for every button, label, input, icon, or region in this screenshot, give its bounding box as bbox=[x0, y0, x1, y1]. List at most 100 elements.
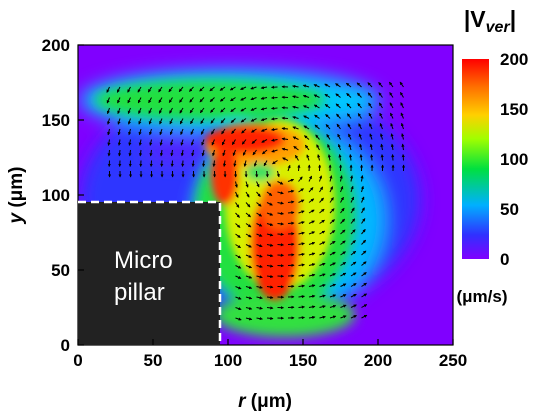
velocity-vector bbox=[235, 307, 242, 311]
velocity-vector bbox=[159, 149, 164, 157]
velocity-vector bbox=[266, 233, 274, 237]
velocity-vector bbox=[359, 154, 363, 161]
velocity-vector bbox=[212, 160, 216, 167]
velocity-vector bbox=[245, 191, 250, 198]
velocity-vector bbox=[271, 149, 278, 153]
velocity-vector bbox=[304, 144, 310, 151]
velocity-vector bbox=[329, 230, 336, 235]
velocity-vector bbox=[230, 107, 236, 113]
velocity-vector bbox=[302, 94, 310, 98]
velocity-vector bbox=[245, 265, 253, 269]
pillar-label-line1: Micro bbox=[114, 247, 173, 274]
velocity-vector bbox=[158, 97, 163, 104]
velocity-vector bbox=[314, 124, 320, 130]
velocity-vector bbox=[340, 218, 345, 224]
velocity-vector bbox=[127, 118, 131, 125]
velocity-vector bbox=[170, 149, 174, 157]
velocity-vector bbox=[361, 196, 365, 203]
velocity-vector bbox=[298, 263, 305, 267]
velocity-vector bbox=[360, 175, 364, 182]
velocity-vector bbox=[304, 135, 310, 140]
velocity-vector bbox=[390, 143, 394, 151]
velocity-vector bbox=[159, 139, 163, 146]
y-tick-label: 0 bbox=[61, 336, 70, 355]
velocity-vector bbox=[369, 133, 373, 140]
velocity-vector bbox=[179, 97, 184, 103]
velocity-vector bbox=[245, 212, 251, 218]
heatmap-area bbox=[78, 45, 453, 345]
velocity-vector bbox=[251, 139, 257, 144]
velocity-vector bbox=[107, 118, 111, 125]
velocity-vector bbox=[350, 261, 357, 266]
velocity-vector bbox=[358, 123, 362, 130]
velocity-vector bbox=[211, 139, 215, 146]
velocity-vector bbox=[158, 86, 163, 93]
velocity-vector bbox=[319, 230, 326, 235]
velocity-vector bbox=[340, 207, 345, 214]
velocity-vector bbox=[235, 223, 241, 228]
velocity-vector bbox=[308, 220, 315, 224]
velocity-vector bbox=[220, 118, 226, 124]
velocity-vector bbox=[260, 118, 268, 122]
velocity-vector bbox=[250, 97, 257, 101]
velocity-vector bbox=[380, 133, 384, 140]
velocity-vector bbox=[266, 306, 274, 310]
velocity-vector bbox=[325, 124, 331, 130]
velocity-vector bbox=[199, 86, 205, 92]
velocity-vector bbox=[221, 128, 226, 135]
velocity-vector bbox=[292, 95, 299, 99]
colorbar-tick-label: 150 bbox=[500, 100, 528, 119]
flow-region-purple-hole bbox=[145, 136, 205, 164]
velocity-vector bbox=[191, 160, 195, 168]
velocity-vector bbox=[329, 294, 337, 298]
velocity-vector bbox=[149, 139, 153, 146]
velocity-vector bbox=[292, 116, 299, 120]
velocity-vector bbox=[369, 143, 373, 151]
velocity-vector bbox=[245, 181, 249, 188]
velocity-vector bbox=[324, 83, 331, 88]
velocity-vector bbox=[201, 149, 205, 157]
velocity-vector bbox=[256, 254, 263, 258]
velocity-vector bbox=[359, 143, 363, 151]
velocity-vector bbox=[271, 138, 278, 142]
velocity-vector bbox=[308, 209, 315, 214]
velocity-vector bbox=[308, 241, 316, 245]
velocity-vector bbox=[378, 102, 383, 109]
velocity-vector bbox=[180, 139, 184, 146]
velocity-vector bbox=[256, 285, 263, 289]
velocity-vector bbox=[319, 186, 324, 193]
velocity-vector bbox=[319, 175, 323, 182]
velocity-vector bbox=[266, 222, 274, 227]
velocity-vector bbox=[235, 202, 240, 208]
velocity-vector bbox=[329, 262, 336, 266]
velocity-vector bbox=[277, 211, 284, 216]
velocity-vector bbox=[302, 84, 310, 88]
velocity-vector bbox=[266, 316, 274, 320]
velocity-vector bbox=[327, 143, 331, 151]
velocity-vector bbox=[350, 272, 357, 277]
flow-region-green-bottom bbox=[215, 293, 355, 337]
velocity-vector bbox=[378, 81, 383, 88]
velocity-vector bbox=[350, 315, 357, 319]
velocity-vector bbox=[266, 285, 274, 289]
velocity-vector bbox=[266, 264, 274, 268]
velocity-vector bbox=[200, 128, 205, 135]
velocity-vector bbox=[261, 139, 268, 143]
y-tick-label: 50 bbox=[51, 261, 70, 280]
velocity-vector bbox=[210, 118, 215, 124]
velocity-vector bbox=[298, 176, 303, 182]
velocity-vector bbox=[265, 170, 269, 178]
velocity-vector bbox=[360, 185, 364, 193]
velocity-vector bbox=[240, 107, 247, 112]
velocity-vector bbox=[148, 128, 153, 136]
pillar-label-line2: pillar bbox=[114, 279, 165, 306]
velocity-vector bbox=[117, 107, 121, 115]
velocity-vector bbox=[287, 178, 295, 182]
y-tick-label: 150 bbox=[42, 111, 70, 130]
velocity-vector bbox=[350, 196, 355, 203]
velocity-vector bbox=[336, 123, 341, 130]
velocity-vector bbox=[159, 128, 163, 136]
velocity-vector bbox=[260, 128, 268, 132]
velocity-vector bbox=[234, 181, 238, 188]
velocity-vector bbox=[147, 86, 152, 93]
